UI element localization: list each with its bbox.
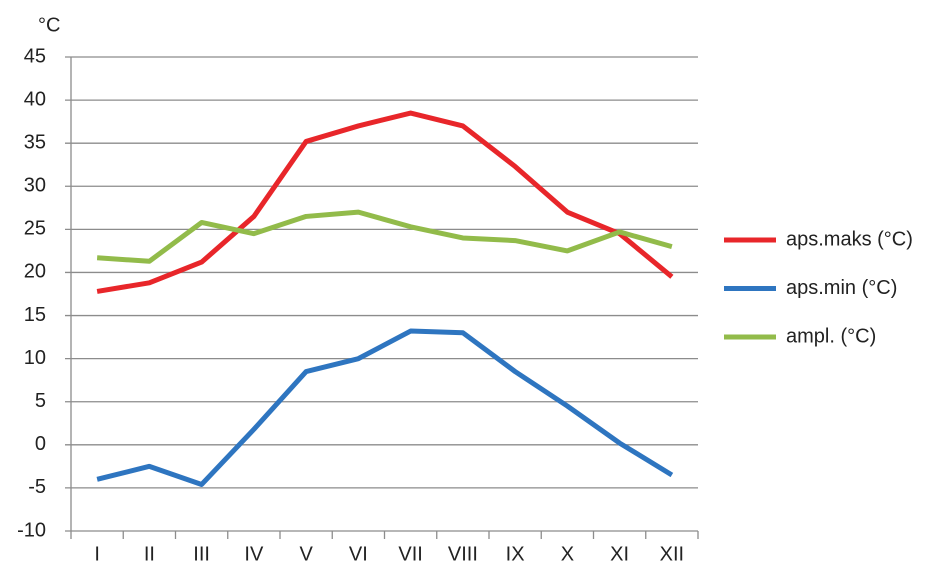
y-tick-label: 45 xyxy=(24,45,46,67)
x-tick-label: VIII xyxy=(448,543,478,565)
y-tick-label: -10 xyxy=(17,519,46,541)
x-tick-label: IX xyxy=(506,543,525,565)
x-tick-label: XI xyxy=(610,543,629,565)
y-tick-label: 40 xyxy=(24,88,46,110)
y-tick-label: 20 xyxy=(24,261,46,283)
x-tick-label: VII xyxy=(398,543,422,565)
legend-label: ampl. (°C) xyxy=(786,325,876,347)
y-tick-label: 0 xyxy=(35,433,46,455)
x-tick-label: X xyxy=(561,543,574,565)
x-tick-label: V xyxy=(299,543,313,565)
y-tick-label: 10 xyxy=(24,347,46,369)
x-tick-label: II xyxy=(144,543,155,565)
y-tick-label: -5 xyxy=(28,476,46,498)
y-tick-label: 35 xyxy=(24,131,46,153)
series-line xyxy=(96,209,673,264)
x-tick-label: I xyxy=(94,543,100,565)
x-tick-label: IV xyxy=(244,543,264,565)
legend-label: aps.maks (°C) xyxy=(786,228,913,250)
series-line xyxy=(96,328,674,487)
y-axis-unit: °C xyxy=(38,14,60,36)
x-tick-label: VI xyxy=(349,543,368,565)
y-tick-label: 25 xyxy=(24,218,46,240)
x-tick-label: III xyxy=(193,543,210,565)
y-tick-label: 30 xyxy=(24,175,46,197)
series-line xyxy=(96,110,674,294)
y-tick-label: 15 xyxy=(24,304,46,326)
x-tick-label: XII xyxy=(660,543,684,565)
legend-label: aps.min (°C) xyxy=(786,277,897,299)
y-tick-label: 5 xyxy=(35,390,46,412)
